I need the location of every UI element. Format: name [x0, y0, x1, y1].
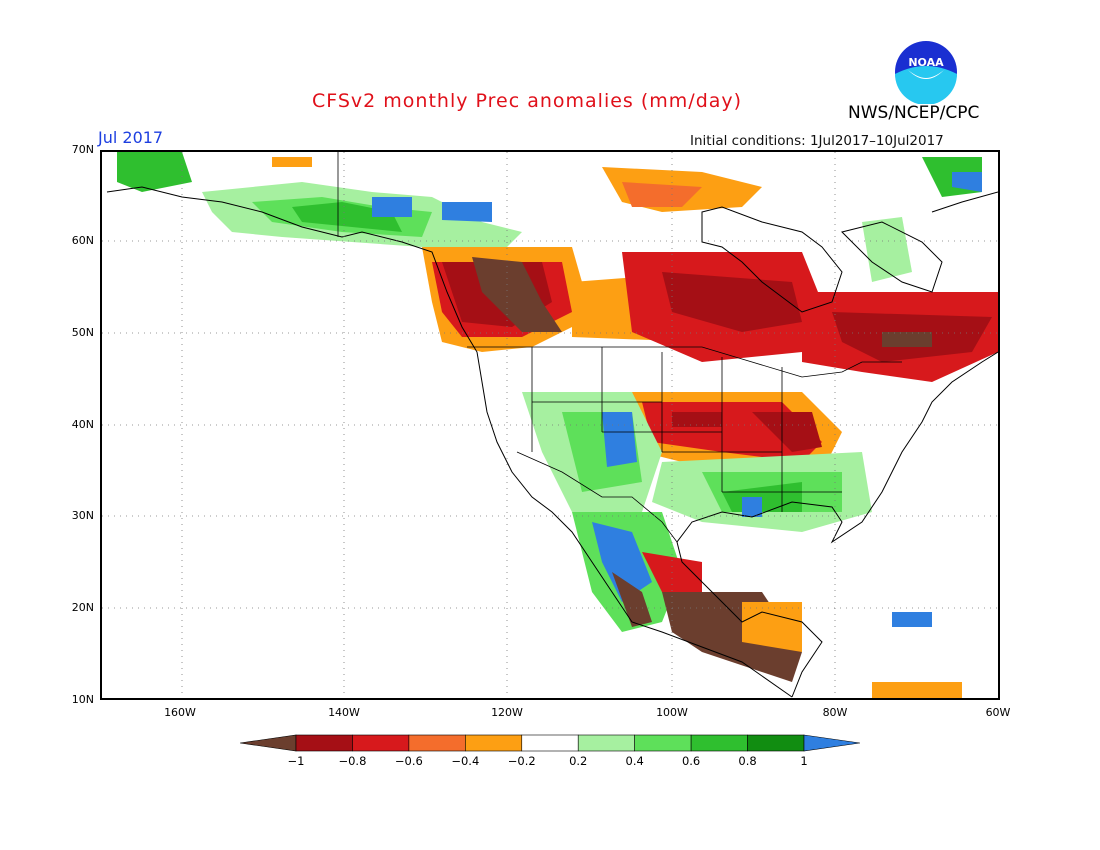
lat-label: 50N: [71, 326, 94, 339]
colorbar-tick-label: 0.2: [569, 754, 588, 768]
gridlines: [102, 152, 998, 698]
lat-label: 60N: [71, 234, 94, 247]
colorbar-swatch: [465, 734, 523, 752]
lat-label: 70N: [71, 143, 94, 156]
precip-anomaly-map: [100, 150, 1000, 700]
colorbar: [240, 734, 860, 752]
map-svg: [102, 152, 998, 698]
lon-label: 60W: [985, 706, 1011, 719]
colorbar-tick-label: 0.6: [681, 754, 701, 768]
colorbar-tick-label: −0.2: [507, 754, 536, 768]
lat-label: 40N: [71, 418, 94, 431]
lon-label: 120W: [491, 706, 523, 719]
chart-title: CFSv2 monthly Prec anomalies (mm/day): [312, 90, 743, 112]
lon-label: 100W: [656, 706, 688, 719]
colorbar-arrow-high: [803, 734, 860, 752]
lon-label: 160W: [164, 706, 196, 719]
colorbar-tick-label: −1: [287, 754, 305, 768]
lat-label: 10N: [71, 693, 94, 706]
colorbar-tick-label: 0.8: [738, 754, 757, 768]
colorbar-tick-label: 1: [800, 754, 808, 768]
colorbar-tick-label: −0.4: [451, 754, 480, 768]
svg-text:NOAA: NOAA: [908, 56, 944, 69]
colorbar-swatch: [408, 734, 466, 752]
colorbar-swatch: [295, 734, 353, 752]
colorbar-arrow-low: [240, 734, 297, 752]
colorbar-swatch: [690, 734, 748, 752]
colorbar-tick-label: −0.8: [338, 754, 367, 768]
colorbar-swatch: [634, 734, 692, 752]
colorbar-tick-label: −0.6: [394, 754, 423, 768]
lon-label: 80W: [822, 706, 848, 719]
political-borders: [337, 152, 902, 543]
coastlines: [106, 186, 998, 698]
initial-conditions: Initial conditions: 1Jul2017–10Jul2017: [690, 133, 944, 149]
lon-label: 140W: [328, 706, 360, 719]
colorbar-swatch: [747, 734, 805, 752]
colorbar-swatch: [577, 734, 635, 752]
org-label: NWS/NCEP/CPC: [848, 103, 980, 123]
colorbar-swatch: [521, 734, 579, 752]
anomaly-shading: [117, 152, 998, 698]
colorbar-swatch: [352, 734, 410, 752]
lat-label: 20N: [71, 601, 94, 614]
noaa-logo: NOAA: [895, 41, 957, 104]
lat-label: 30N: [71, 509, 94, 522]
colorbar-tick-label: 0.4: [625, 754, 644, 768]
month-label: Jul 2017: [98, 128, 164, 147]
